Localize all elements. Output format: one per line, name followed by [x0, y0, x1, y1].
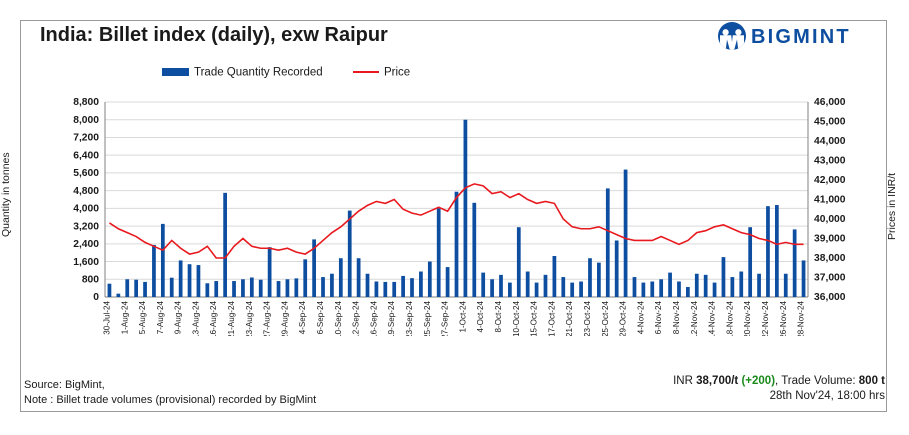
svg-text:1-Aug-24: 1-Aug-24 [120, 301, 129, 335]
svg-text:43,000: 43,000 [814, 156, 846, 167]
svg-text:40,000: 40,000 [814, 214, 846, 225]
svg-text:23-Oct-24: 23-Oct-24 [583, 301, 592, 336]
svg-text:23-Sep-24: 23-Sep-24 [405, 301, 414, 336]
svg-text:Trade Quantity Recorded: Trade Quantity Recorded [194, 67, 323, 79]
svg-text:4-Sep-24: 4-Sep-24 [298, 301, 307, 335]
svg-text:8-Nov-24: 8-Nov-24 [672, 301, 681, 335]
svg-text:13-Aug-24: 13-Aug-24 [191, 301, 200, 336]
svg-text:6,400: 6,400 [73, 150, 99, 161]
svg-text:46,000: 46,000 [814, 97, 846, 108]
svg-text:7,200: 7,200 [73, 133, 99, 144]
svg-text:26-Nov-24: 26-Nov-24 [779, 301, 788, 336]
svg-text:4,800: 4,800 [73, 186, 99, 197]
svg-text:27-Sep-24: 27-Sep-24 [441, 301, 450, 336]
svg-text:0: 0 [93, 292, 99, 303]
svg-text:27-Aug-24: 27-Aug-24 [263, 301, 272, 336]
svg-text:10-Sep-24: 10-Sep-24 [334, 301, 343, 336]
svg-text:25-Oct-24: 25-Oct-24 [601, 301, 610, 336]
svg-text:21-Oct-24: 21-Oct-24 [565, 301, 574, 336]
svg-text:44,000: 44,000 [814, 136, 846, 147]
svg-text:7-Aug-24: 7-Aug-24 [156, 301, 165, 335]
svg-text:2,400: 2,400 [73, 239, 99, 250]
svg-text:12-Sep-24: 12-Sep-24 [352, 301, 361, 336]
svg-text:5,600: 5,600 [73, 168, 99, 179]
svg-text:20-Nov-24: 20-Nov-24 [743, 301, 752, 336]
svg-text:30-Jul-24: 30-Jul-24 [102, 301, 111, 335]
svg-text:25-Sep-24: 25-Sep-24 [423, 301, 432, 336]
svg-text:10-Oct-24: 10-Oct-24 [512, 301, 521, 336]
svg-text:19-Sep-24: 19-Sep-24 [387, 301, 396, 336]
svg-text:8,800: 8,800 [73, 97, 99, 108]
svg-text:37,000: 37,000 [814, 273, 846, 284]
svg-text:41,000: 41,000 [814, 195, 846, 206]
svg-text:16-Sep-24: 16-Sep-24 [369, 301, 378, 336]
svg-text:36,000: 36,000 [814, 292, 846, 303]
svg-text:38,000: 38,000 [814, 253, 846, 264]
svg-text:42,000: 42,000 [814, 175, 846, 186]
svg-text:4-Nov-24: 4-Nov-24 [636, 301, 645, 335]
svg-text:12-Nov-24: 12-Nov-24 [690, 301, 699, 336]
svg-text:18-Nov-24: 18-Nov-24 [725, 301, 734, 336]
svg-text:1,600: 1,600 [73, 257, 99, 268]
svg-text:8,000: 8,000 [73, 115, 99, 126]
svg-text:17-Oct-24: 17-Oct-24 [547, 301, 556, 336]
svg-text:6-Sep-24: 6-Sep-24 [316, 301, 325, 335]
svg-text:Price: Price [384, 67, 410, 79]
svg-text:BIGMINT: BIGMINT [751, 26, 851, 48]
svg-text:14-Nov-24: 14-Nov-24 [708, 301, 717, 336]
svg-text:29-Oct-24: 29-Oct-24 [619, 301, 628, 336]
svg-text:4,000: 4,000 [73, 204, 99, 215]
svg-text:4-Oct-24: 4-Oct-24 [476, 301, 485, 333]
svg-text:8-Oct-24: 8-Oct-24 [494, 301, 503, 333]
svg-text:23-Aug-24: 23-Aug-24 [245, 301, 254, 336]
svg-text:45,000: 45,000 [814, 117, 846, 128]
svg-text:22-Nov-24: 22-Nov-24 [761, 301, 770, 336]
svg-text:39,000: 39,000 [814, 234, 846, 245]
svg-text:6-Nov-24: 6-Nov-24 [654, 301, 663, 335]
svg-text:5-Aug-24: 5-Aug-24 [138, 301, 147, 335]
svg-text:9-Aug-24: 9-Aug-24 [174, 301, 183, 335]
svg-text:3,200: 3,200 [73, 221, 99, 232]
svg-text:800: 800 [82, 274, 99, 285]
svg-text:1-Oct-24: 1-Oct-24 [458, 301, 467, 333]
svg-text:29-Aug-24: 29-Aug-24 [280, 301, 289, 336]
svg-text:28-Nov-24: 28-Nov-24 [797, 301, 806, 336]
svg-text:15-Oct-24: 15-Oct-24 [530, 301, 539, 336]
svg-text:16-Aug-24: 16-Aug-24 [209, 301, 218, 336]
svg-text:21-Aug-24: 21-Aug-24 [227, 301, 236, 336]
